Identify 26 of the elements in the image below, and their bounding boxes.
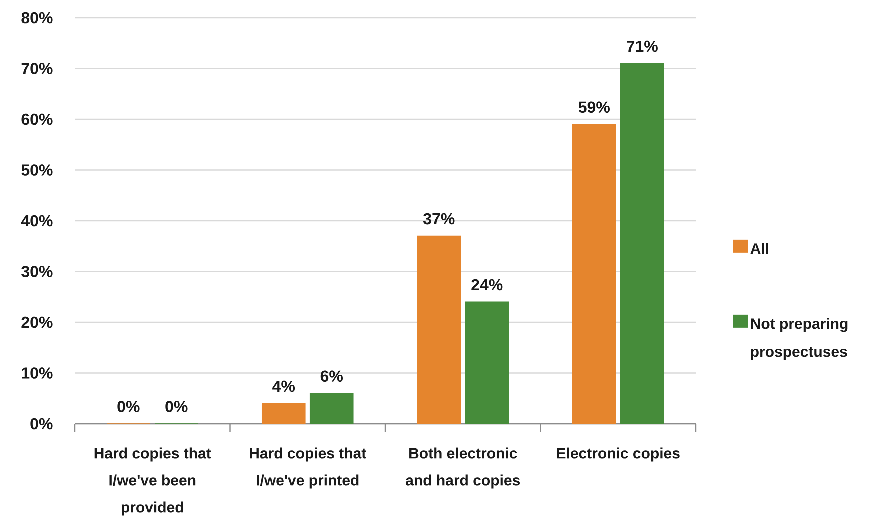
legend-label: Not preparing prospectuses bbox=[751, 318, 848, 360]
y-tick-label: 70% bbox=[22, 63, 53, 74]
data-label: 59% bbox=[578, 102, 610, 114]
y-tick-label: 30% bbox=[22, 266, 53, 278]
x-tick-label: Both electronic and hard copies bbox=[406, 448, 520, 489]
bar bbox=[465, 302, 510, 424]
y-tick-label: 0% bbox=[30, 418, 53, 430]
data-label: 6% bbox=[320, 370, 343, 382]
data-label: 0% bbox=[118, 401, 140, 412]
x-tick-label: Hard copies that I/we've been provided bbox=[94, 448, 212, 516]
y-tick-label: 20% bbox=[22, 316, 53, 328]
bar bbox=[620, 63, 664, 424]
bar bbox=[310, 393, 354, 424]
data-label: 4% bbox=[272, 380, 296, 392]
data-label: 37% bbox=[423, 213, 455, 225]
y-tick-label: 40% bbox=[21, 215, 53, 227]
data-label: 24% bbox=[472, 279, 503, 291]
data-label: 0% bbox=[166, 401, 188, 412]
x-tick-label: Electronic copies bbox=[557, 448, 680, 462]
y-tick-label: 10% bbox=[22, 368, 53, 379]
y-tick-label: 60% bbox=[22, 114, 53, 126]
data-label: 71% bbox=[627, 40, 658, 52]
y-tick-label: 80% bbox=[22, 12, 53, 24]
x-tick-label: Hard copies that I/we've printed bbox=[250, 448, 366, 489]
y-tick-label: 50% bbox=[22, 164, 53, 176]
legend-label: All bbox=[750, 243, 768, 254]
